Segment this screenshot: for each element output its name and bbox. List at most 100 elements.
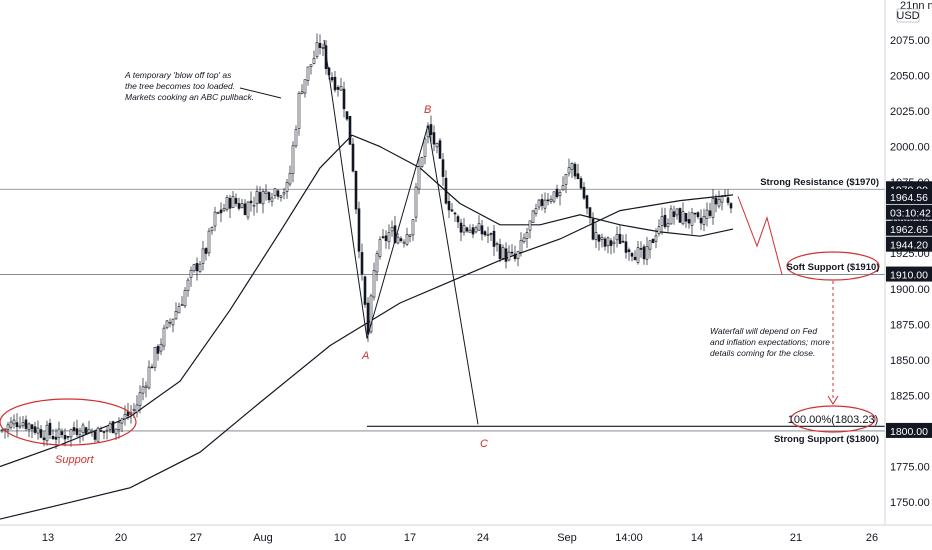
candle-up xyxy=(9,421,13,428)
candle-down xyxy=(204,248,208,254)
currency-badge[interactable] xyxy=(896,8,920,23)
candle-up xyxy=(183,290,187,307)
candle-up xyxy=(423,138,427,157)
candle-down xyxy=(15,422,19,428)
candle-down xyxy=(546,199,550,202)
candle-up xyxy=(165,320,169,329)
candle-down xyxy=(465,227,469,232)
candle-down xyxy=(687,219,691,224)
currency-label: USD xyxy=(896,10,919,22)
candle-down xyxy=(111,421,115,434)
candle-up xyxy=(285,182,289,192)
candle-up xyxy=(657,226,661,235)
candle-down xyxy=(726,197,730,203)
candle-up xyxy=(261,191,265,205)
moving-average-fast xyxy=(0,134,734,468)
candle-down xyxy=(33,426,37,433)
candle-up xyxy=(315,42,319,57)
candle-down xyxy=(345,111,349,120)
candle-up xyxy=(375,253,379,273)
candle-up xyxy=(690,212,694,226)
candle-up xyxy=(279,195,283,198)
price-tick-label: 1900.00 xyxy=(890,284,930,296)
candle-up xyxy=(300,91,304,94)
candle-down xyxy=(66,436,70,438)
candle-up xyxy=(414,186,418,218)
candle-down xyxy=(318,43,322,48)
candle-up xyxy=(321,47,325,49)
price-tag xyxy=(886,220,932,236)
candle-down xyxy=(555,188,559,198)
candle-down xyxy=(60,431,64,435)
candle-up xyxy=(468,229,472,233)
candle-up xyxy=(648,240,652,250)
candle-down xyxy=(504,248,508,262)
candle-up xyxy=(564,173,568,185)
candle-up xyxy=(153,346,157,368)
time-tick-label: 14:00 xyxy=(615,532,643,544)
candle-up xyxy=(210,227,214,232)
candle-up xyxy=(378,239,382,257)
candle-down xyxy=(39,429,43,438)
candle-down xyxy=(51,436,55,439)
candle-down xyxy=(150,366,154,369)
price-tick-label: 2075.00 xyxy=(890,35,930,47)
candle-up xyxy=(27,423,31,430)
candle-up xyxy=(231,196,235,208)
price-tag-label: 03:10:42 xyxy=(890,208,931,220)
candle-up xyxy=(138,392,142,406)
candle-down xyxy=(48,422,52,436)
level-lines xyxy=(0,188,885,432)
candle-up xyxy=(0,429,4,432)
candle-up xyxy=(159,343,163,352)
candle-down xyxy=(399,238,403,242)
candle-down xyxy=(624,241,628,253)
price-axis[interactable]: 1750.00 1775.00 1800.00 1825.00 1850.00 1875.… xyxy=(884,0,932,525)
price-tick-label: 1775.00 xyxy=(890,461,930,473)
candle-up xyxy=(21,422,25,427)
candle-down xyxy=(585,195,589,209)
candle-up xyxy=(372,270,376,298)
candle-down xyxy=(441,159,445,177)
time-tick-label: 10 xyxy=(334,532,346,544)
candle-up xyxy=(309,64,313,67)
price-tick-label: 2025.00 xyxy=(890,106,930,118)
wave-label-c: C xyxy=(480,438,488,450)
candle-down xyxy=(30,424,34,430)
candle-down xyxy=(333,76,337,91)
candle-up xyxy=(495,243,499,245)
candle-up xyxy=(303,79,307,94)
waterfall-note-line-1: Waterfall will depend on Fed xyxy=(710,326,817,336)
candle-up xyxy=(270,197,274,202)
candle-up xyxy=(600,237,604,240)
candle-up xyxy=(570,163,574,170)
candle-down xyxy=(678,208,682,223)
time-axis[interactable]: 13 20 27 Aug 10 17 24 Sep 14:00 14 21 26 xyxy=(0,524,932,544)
candle-up xyxy=(537,199,541,208)
candle-up xyxy=(282,192,286,195)
candle-up xyxy=(390,227,394,232)
candle-down xyxy=(489,233,493,235)
candle-up xyxy=(567,167,571,174)
waterfall-arrowhead xyxy=(827,395,839,405)
candle-down xyxy=(438,140,442,159)
candle-down xyxy=(360,252,364,275)
candle-up xyxy=(36,427,40,434)
candle-down xyxy=(444,177,448,204)
candle-down xyxy=(576,173,580,180)
candle-down xyxy=(540,199,544,206)
candle-up xyxy=(291,145,295,174)
candle-up xyxy=(90,430,94,433)
time-tick-label: 20 xyxy=(115,532,127,544)
price-tag xyxy=(886,422,932,438)
candle-down xyxy=(651,238,655,244)
candle-down xyxy=(93,431,97,440)
candle-up xyxy=(162,327,166,347)
candle-up xyxy=(486,234,490,236)
candle-down xyxy=(249,200,253,204)
candle-up xyxy=(174,311,178,320)
candle-up xyxy=(525,232,529,239)
time-tick-label: 13 xyxy=(42,532,54,544)
candle-down xyxy=(480,225,484,235)
